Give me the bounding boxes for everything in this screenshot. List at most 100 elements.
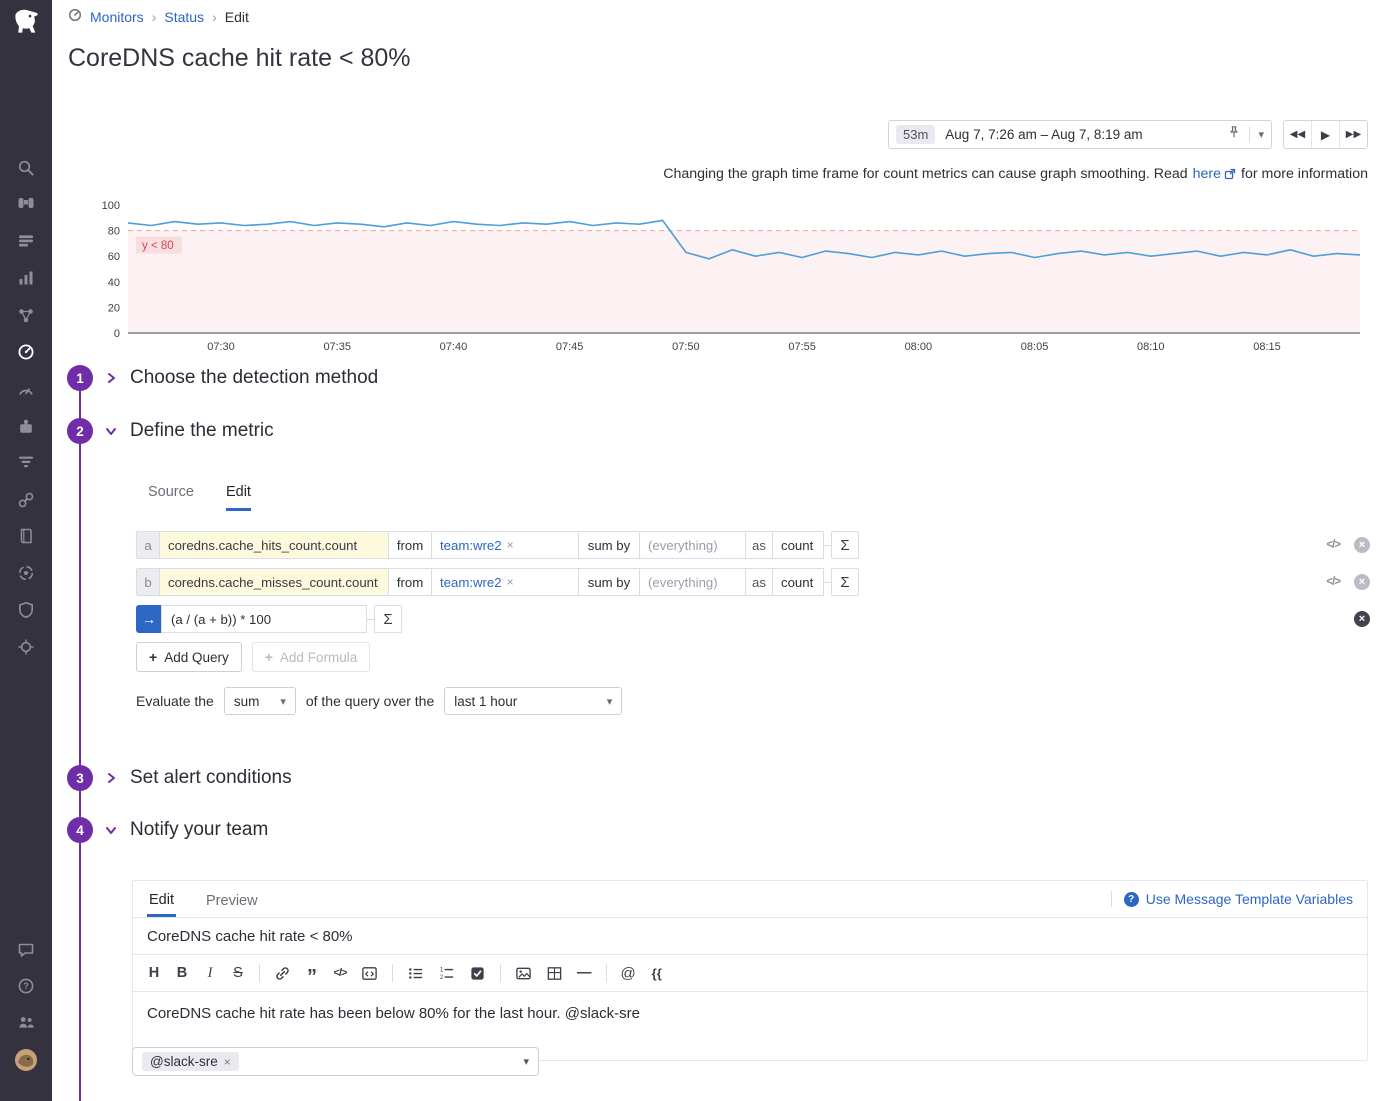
heading-icon[interactable]: H — [148, 965, 160, 981]
remove-tag-icon[interactable]: × — [506, 575, 514, 589]
infrastructure-icon[interactable] — [17, 307, 35, 325]
table-icon[interactable] — [546, 963, 563, 983]
bullet-list-icon[interactable] — [407, 963, 424, 983]
step-3-number: 3 — [67, 765, 93, 791]
task-list-icon[interactable] — [469, 963, 486, 983]
remove-recipient-icon[interactable]: × — [223, 1054, 231, 1069]
step-2-header[interactable]: Define the metric — [104, 418, 274, 444]
dashboards-icon[interactable] — [17, 232, 35, 250]
security-icon[interactable] — [17, 601, 35, 619]
help-icon[interactable]: ? — [17, 977, 35, 995]
rewind-button[interactable]: ◀◀ — [1289, 129, 1306, 140]
svg-text:0: 0 — [114, 328, 120, 340]
time-duration-badge: 53m — [896, 125, 936, 144]
horizontal-rule-icon[interactable]: — — [577, 965, 592, 981]
italic-icon[interactable]: I — [207, 964, 213, 981]
apm-icon[interactable] — [17, 381, 35, 399]
sigma-function-button[interactable]: Σ — [831, 531, 859, 559]
divider — [1249, 126, 1251, 143]
pin-icon[interactable] — [1227, 125, 1241, 144]
bold-icon[interactable]: B — [176, 965, 188, 981]
aggregator-select[interactable]: count — [772, 531, 824, 559]
svg-text:60: 60 — [108, 251, 120, 263]
monitor-preview-chart[interactable]: y < 80 0 20 40 60 80 100 07:30 07:35 07:40 07:45 07… — [88, 197, 1370, 359]
step-1-title: Choose the detection method — [130, 367, 379, 388]
serverless-icon[interactable] — [17, 638, 35, 656]
link-icon[interactable] — [274, 963, 291, 983]
datadog-logo-icon[interactable] — [10, 6, 42, 38]
watchdog-icon[interactable] — [17, 194, 35, 212]
evaluation-window-select[interactable]: last 1 hour ▾ — [444, 687, 623, 715]
blockquote-icon[interactable]: ” — [307, 966, 317, 988]
metric-name-input[interactable]: coredns.cache_misses_count.count — [159, 568, 389, 596]
tab-message-preview[interactable]: Preview — [206, 892, 258, 909]
notebooks-icon[interactable] — [17, 527, 35, 545]
breadcrumb-status[interactable]: Status — [164, 8, 205, 25]
breadcrumb-separator-icon: › — [151, 8, 157, 25]
play-button[interactable]: ▶ — [1311, 121, 1339, 148]
remove-tag-icon[interactable]: × — [506, 538, 514, 552]
mention-icon[interactable]: @ — [620, 964, 636, 982]
tab-source[interactable]: Source — [148, 484, 194, 500]
tab-message-edit[interactable]: Edit — [147, 883, 176, 917]
sigma-function-button[interactable]: Σ — [831, 568, 859, 596]
metrics-icon[interactable] — [17, 269, 35, 287]
image-icon[interactable] — [515, 963, 532, 983]
breadcrumb-monitors[interactable]: Monitors — [90, 8, 144, 25]
group-by-input[interactable]: (everything) — [639, 568, 746, 596]
svg-text:1: 1 — [440, 966, 444, 973]
evaluation-aggregation-select[interactable]: sum ▾ — [223, 687, 296, 715]
organization-icon[interactable] — [17, 1013, 35, 1031]
filter-input[interactable]: team:wre2 × — [431, 568, 579, 596]
message-title-input[interactable]: CoreDNS cache hit rate < 80% — [133, 918, 1367, 955]
divider — [500, 964, 501, 982]
step-connector-line — [79, 378, 81, 1101]
evaluate-row: Evaluate the sum ▾ of the query over the… — [136, 687, 623, 715]
remove-query-icon[interactable]: × — [1354, 574, 1370, 590]
forward-button[interactable]: ▶▶ — [1339, 121, 1367, 148]
help-circle-icon: ? — [1123, 891, 1139, 907]
integrations-icon[interactable] — [17, 418, 35, 436]
support-chat-icon[interactable] — [17, 941, 35, 959]
step-1-header[interactable]: Choose the detection method — [104, 365, 378, 391]
code-block-icon[interactable] — [361, 963, 378, 983]
monitors-icon[interactable] — [17, 343, 35, 361]
template-variables-link[interactable]: ? Use Message Template Variables — [1123, 891, 1353, 907]
formula-arrow-icon[interactable]: → — [136, 605, 162, 633]
remove-formula-icon[interactable]: × — [1354, 611, 1370, 627]
template-braces-icon[interactable]: {{ — [651, 965, 662, 981]
code-view-icon[interactable]: </> — [1326, 539, 1341, 551]
search-icon[interactable] — [17, 159, 35, 177]
time-range-picker[interactable]: 53m Aug 7, 7:26 am – Aug 7, 8:19 am ▾ — [888, 120, 1272, 149]
logs-icon[interactable] — [17, 453, 35, 471]
tab-edit[interactable]: Edit — [225, 484, 251, 511]
code-view-icon[interactable]: </> — [1326, 576, 1341, 588]
time-dropdown-caret-icon[interactable]: ▾ — [1258, 129, 1264, 141]
step-3-header[interactable]: Set alert conditions — [104, 765, 292, 791]
sigma-function-button[interactable]: Σ — [374, 605, 402, 633]
filter-input[interactable]: team:wre2 × — [431, 531, 579, 559]
note-here-link[interactable]: here — [1193, 166, 1236, 182]
plus-icon: + — [264, 649, 273, 665]
aggregator-select[interactable]: count — [772, 568, 824, 596]
inline-code-icon[interactable]: </> — [333, 967, 348, 979]
group-by-input[interactable]: (everything) — [639, 531, 746, 559]
message-body-input[interactable]: CoreDNS cache hit rate has been below 80… — [147, 1005, 640, 1022]
formula-input[interactable]: (a / (a + b)) * 100 — [161, 605, 367, 633]
strikethrough-icon[interactable]: S — [233, 965, 243, 981]
add-formula-button[interactable]: + Add Formula — [251, 642, 371, 672]
svg-text:40: 40 — [108, 277, 120, 289]
ci-cd-icon[interactable] — [17, 564, 35, 582]
add-query-button[interactable]: + Add Query — [136, 642, 242, 672]
step-4-header[interactable]: Notify your team — [104, 817, 268, 843]
svg-text:20: 20 — [108, 302, 120, 314]
remove-query-icon[interactable]: × — [1354, 537, 1370, 553]
metric-name-input[interactable]: coredns.cache_hits_count.count — [159, 531, 389, 559]
svg-text:07:35: 07:35 — [323, 341, 351, 353]
graph-smoothing-note: Changing the graph time frame for count … — [663, 166, 1368, 182]
svg-text:100: 100 — [102, 200, 120, 212]
synthetics-icon[interactable] — [17, 491, 35, 509]
user-avatar[interactable] — [14, 1048, 38, 1072]
notification-recipients-select[interactable]: @slack-sre × ▾ — [132, 1047, 539, 1076]
